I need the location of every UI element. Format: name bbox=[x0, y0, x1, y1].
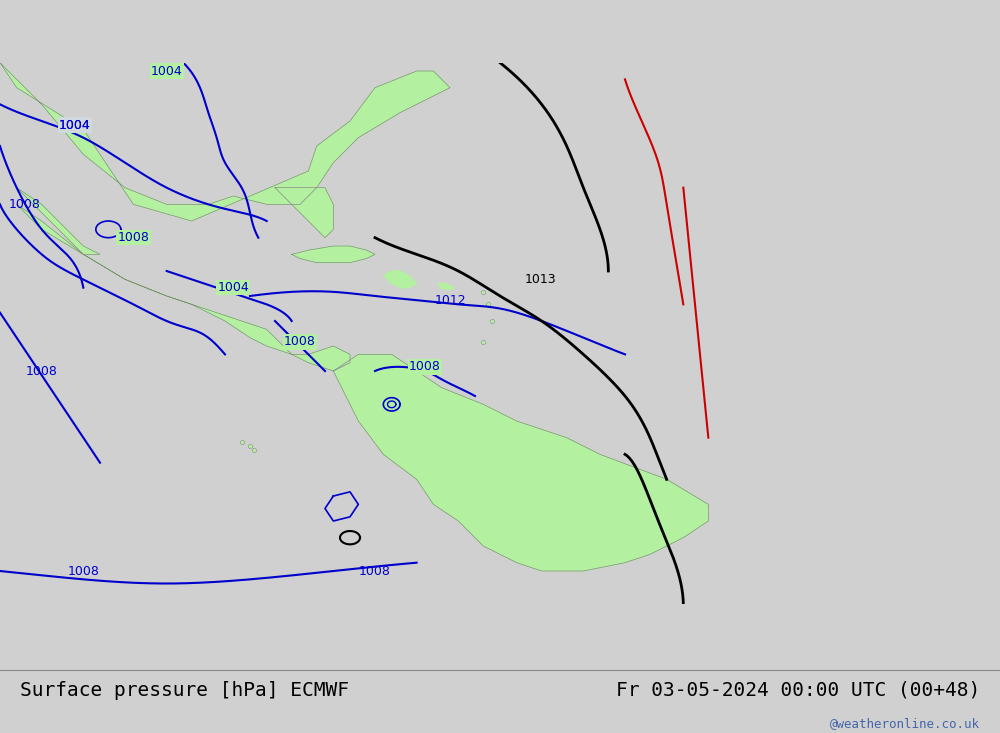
Text: 1008: 1008 bbox=[284, 336, 316, 348]
Text: Surface pressure [hPa] ECMWF: Surface pressure [hPa] ECMWF bbox=[20, 681, 349, 699]
Polygon shape bbox=[275, 188, 333, 237]
Polygon shape bbox=[383, 271, 417, 287]
Polygon shape bbox=[17, 188, 100, 254]
Polygon shape bbox=[0, 63, 450, 221]
Polygon shape bbox=[17, 205, 350, 371]
Text: 1004: 1004 bbox=[59, 119, 91, 132]
Text: @weatheronline.co.uk: @weatheronline.co.uk bbox=[830, 717, 980, 729]
Polygon shape bbox=[438, 284, 454, 290]
Polygon shape bbox=[292, 246, 375, 262]
Text: 1004: 1004 bbox=[151, 65, 183, 78]
Text: 1012: 1012 bbox=[434, 294, 466, 306]
Text: 1008: 1008 bbox=[409, 361, 441, 373]
Text: 1008: 1008 bbox=[359, 564, 391, 578]
Polygon shape bbox=[333, 354, 708, 571]
Text: 1004: 1004 bbox=[59, 119, 91, 132]
Text: 1013: 1013 bbox=[525, 273, 557, 286]
Text: 1008: 1008 bbox=[26, 364, 58, 377]
Text: 1008: 1008 bbox=[9, 198, 41, 211]
Text: 1008: 1008 bbox=[117, 231, 149, 244]
Text: 1008: 1008 bbox=[67, 564, 99, 578]
Text: Fr 03-05-2024 00:00 UTC (00+48): Fr 03-05-2024 00:00 UTC (00+48) bbox=[616, 681, 980, 699]
Text: 1004: 1004 bbox=[217, 281, 249, 294]
